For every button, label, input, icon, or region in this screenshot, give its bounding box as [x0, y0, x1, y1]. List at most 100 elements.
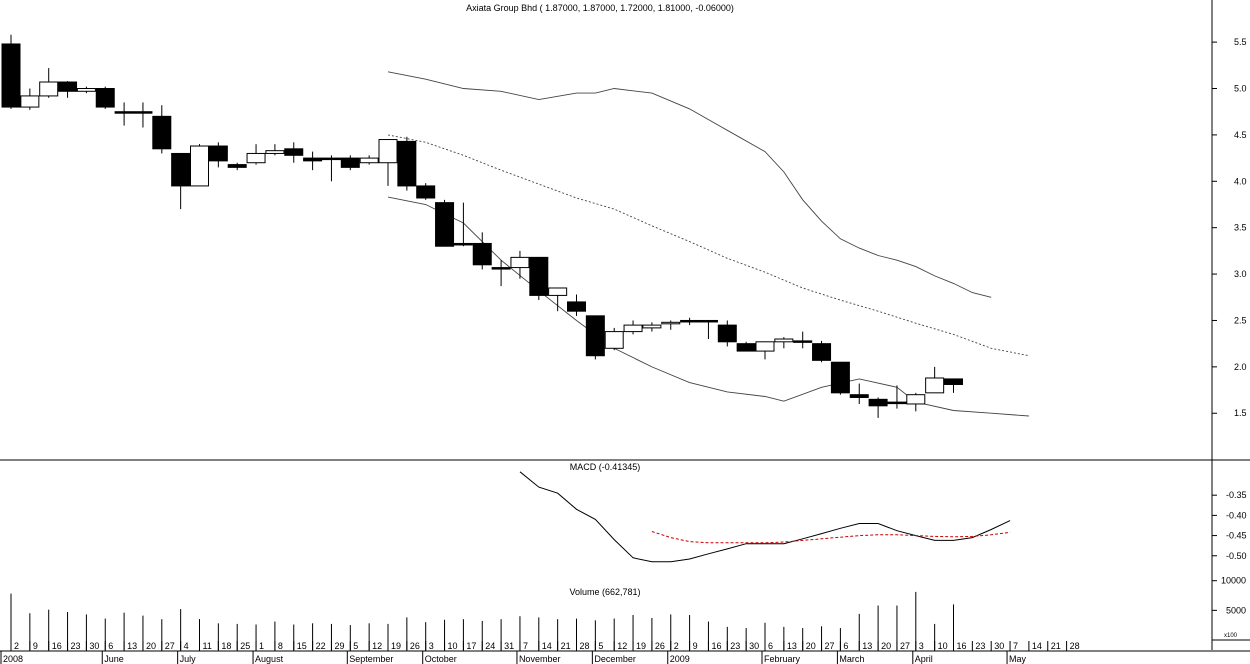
day-tick-label: 23 — [71, 641, 81, 651]
candle — [642, 322, 662, 332]
day-tick-label: 22 — [316, 641, 326, 651]
day-tick-label: 6 — [768, 641, 773, 651]
candle — [303, 151, 323, 171]
candle-body — [755, 341, 775, 352]
day-tick-label: 3 — [919, 641, 924, 651]
day-tick-label: 28 — [1070, 641, 1080, 651]
date-axis: 2 9 16 23 30 6 13 20 27 4 11 18 25 1 8 15 22 29 5 12 19 26 3 10… — [0, 641, 1080, 664]
candle — [698, 319, 718, 340]
volume-unit-label: x100 — [1224, 633, 1238, 639]
day-tick-label: 16 — [711, 641, 721, 651]
candle-body — [510, 256, 530, 269]
candle — [944, 378, 963, 393]
candle — [868, 397, 888, 418]
month-label: 2009 — [670, 654, 690, 664]
price-tick-label: 2.0 — [1234, 362, 1247, 372]
day-tick-label: 16 — [52, 641, 62, 651]
candle-body — [717, 324, 737, 343]
day-tick-label: 13 — [787, 641, 797, 651]
day-tick-label: 13 — [127, 641, 137, 651]
day-tick-label: 21 — [561, 641, 571, 651]
candle-body — [567, 301, 586, 312]
volume-title: Volume (662,781) — [569, 587, 640, 597]
candle — [661, 320, 681, 330]
candle-body — [208, 145, 228, 162]
candle-body — [944, 378, 963, 385]
candle-body — [265, 150, 285, 154]
month-label: October — [425, 654, 457, 664]
month-label: March — [839, 654, 864, 664]
day-tick-label: 15 — [297, 641, 307, 651]
day-tick-label: 30 — [994, 641, 1004, 651]
day-tick-label: 14 — [1032, 641, 1042, 651]
candle — [20, 88, 40, 110]
price-tick-label: 5.5 — [1234, 37, 1247, 47]
candle — [680, 317, 700, 326]
price-panel: 1.5 2.0 2.5 3.0 3.5 4.0 4.5 5.0 5.5 — [1, 34, 1247, 418]
candle-body — [453, 242, 473, 246]
candle — [208, 142, 228, 168]
day-tick-label: 24 — [485, 641, 495, 651]
macd-line — [519, 471, 1011, 563]
price-tick-label: 1.5 — [1234, 408, 1247, 418]
month-label: June — [104, 654, 124, 664]
day-tick-label: 25 — [240, 641, 250, 651]
candle-body — [20, 95, 40, 108]
candle-body — [246, 152, 266, 164]
day-tick-label: 26 — [410, 641, 420, 651]
candle — [567, 294, 586, 316]
candle-body — [190, 145, 209, 187]
macd-panel: -0.35 -0.40 -0.45 -0.50 — [519, 471, 1247, 563]
candle — [585, 315, 605, 360]
candle-body — [435, 202, 455, 247]
candle — [378, 139, 398, 186]
candle — [453, 202, 473, 247]
candle-body — [604, 331, 624, 349]
candle-body — [39, 81, 59, 97]
candle — [227, 162, 247, 171]
day-tick-label: 12 — [372, 641, 382, 651]
day-tick-label: 27 — [825, 641, 835, 651]
macd-tick-label: -0.40 — [1226, 510, 1247, 520]
candle — [114, 102, 134, 126]
day-tick-label: 19 — [391, 641, 401, 651]
day-tick-label: 14 — [542, 641, 552, 651]
day-tick-label: 3 — [429, 641, 434, 651]
candle — [604, 327, 624, 351]
candle — [510, 250, 530, 279]
month-label: 2008 — [3, 654, 23, 664]
candle-body — [812, 343, 832, 361]
candle — [265, 144, 285, 156]
candle-body — [585, 315, 605, 357]
candle-body — [397, 140, 417, 187]
candle — [887, 385, 907, 409]
price-tick-label: 5.0 — [1234, 84, 1247, 94]
candle — [133, 102, 153, 128]
month-label: February — [764, 654, 801, 664]
candle-body — [321, 157, 341, 161]
candle-body — [359, 157, 379, 164]
candle-body — [906, 394, 926, 405]
month-label: August — [255, 654, 284, 664]
day-tick-label: 23 — [975, 641, 985, 651]
day-tick-label: 27 — [165, 641, 175, 651]
candle-body — [152, 115, 172, 150]
candle — [925, 366, 945, 394]
candle-body — [171, 152, 191, 187]
candle-body — [1, 43, 21, 108]
day-tick-label: 23 — [730, 641, 740, 651]
candle — [849, 383, 869, 404]
candle-body — [378, 139, 398, 164]
month-label: May — [1009, 654, 1027, 664]
day-tick-label: 6 — [843, 641, 848, 651]
candle-body — [830, 361, 850, 394]
candle — [284, 142, 304, 163]
candle — [472, 232, 492, 270]
candle — [736, 341, 756, 352]
candle-body — [680, 319, 700, 323]
candle — [774, 337, 794, 349]
macd-signal-line — [651, 531, 1011, 544]
candle-body — [548, 287, 568, 296]
month-label: November — [519, 654, 561, 664]
